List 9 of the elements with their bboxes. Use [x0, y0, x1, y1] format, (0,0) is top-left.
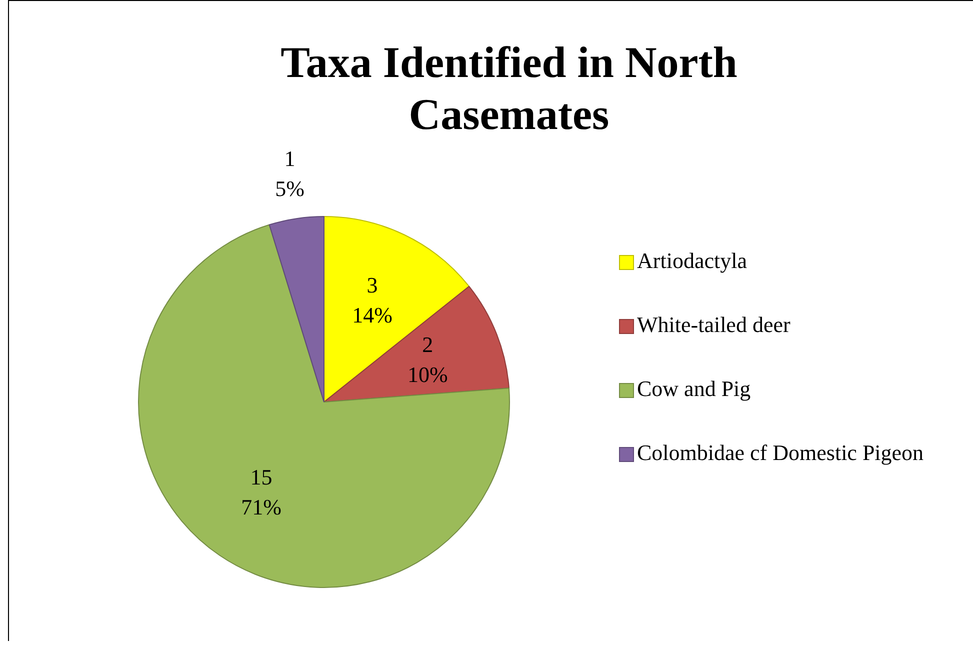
chart-title: Taxa Identified in North Casemates [280, 37, 738, 141]
legend-label: Cow and Pig [637, 375, 751, 403]
data-label: 3 14% [352, 272, 392, 328]
legend-label: Artiodactyla [637, 247, 747, 275]
legend-label: Colombidae cf Domestic Pigeon [637, 439, 924, 467]
data-label: 15 71% [241, 464, 282, 520]
legend-label: White-tailed deer [637, 311, 790, 339]
data-label: 2 10% [407, 332, 448, 388]
data-label: 1 5% [275, 146, 304, 201]
